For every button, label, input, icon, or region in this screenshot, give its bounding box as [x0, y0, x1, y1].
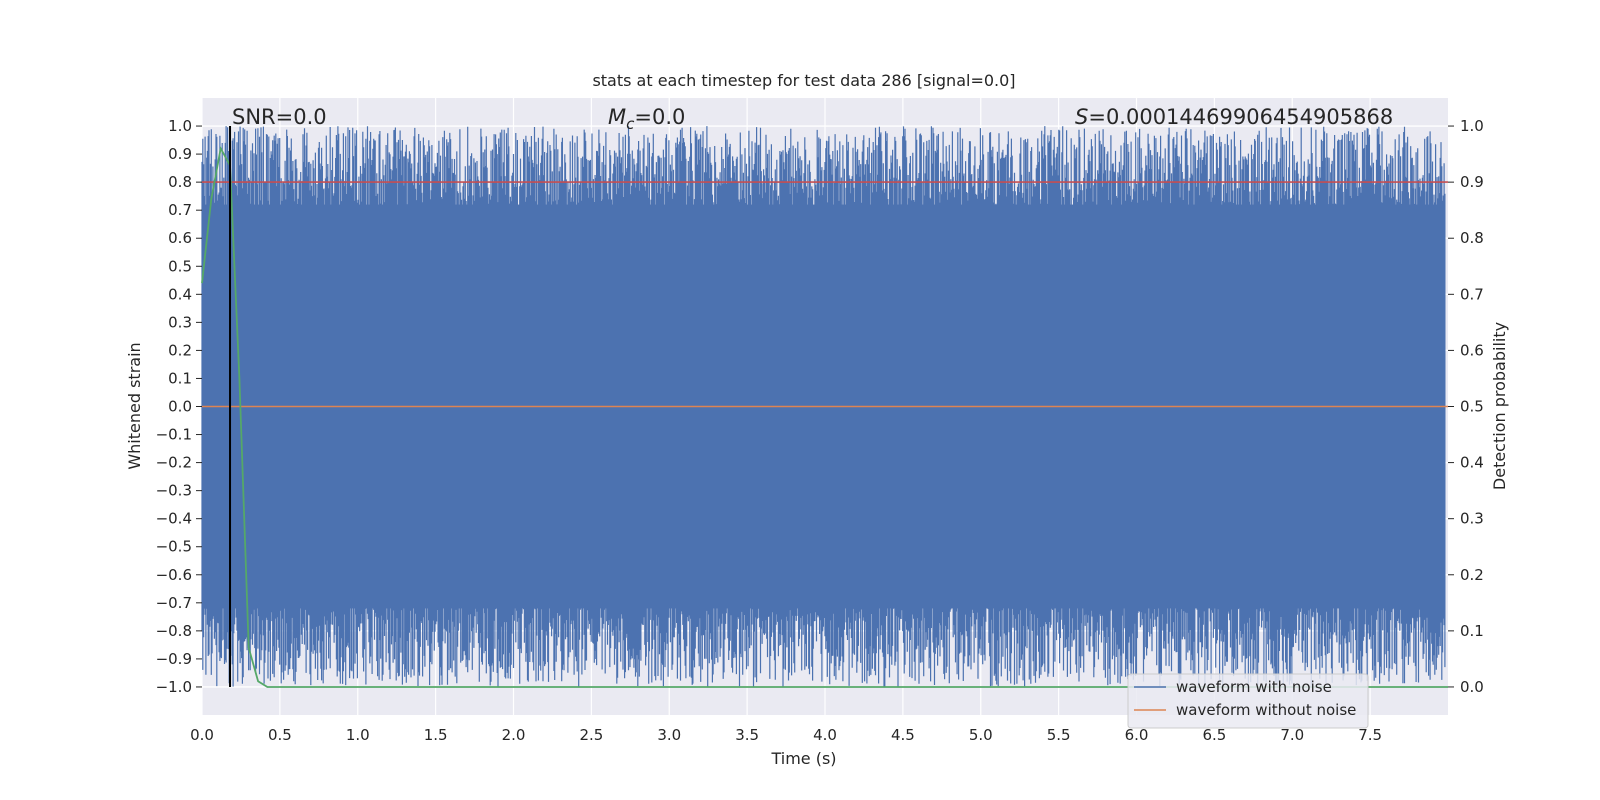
y2-tick-label: 1.0	[1460, 117, 1484, 135]
y-tick-label: 0.5	[168, 257, 192, 275]
y-tick-label: −0.1	[156, 426, 192, 444]
overlay-lines	[201, 126, 1448, 688]
y-tick-label: −0.2	[156, 454, 192, 472]
s-annotation: S=0.00014469906454905868	[1075, 105, 1393, 129]
chirp-mass-annotation: Mc=0.0	[608, 105, 685, 133]
y-tick-label: 0.3	[168, 313, 192, 331]
y-tick-label: −0.7	[156, 594, 192, 612]
y-tick-label: −0.3	[156, 482, 192, 500]
s-symbol: S	[1075, 105, 1088, 129]
y2-tick-label: 0.9	[1460, 173, 1484, 191]
y2-tick-label: 0.6	[1460, 341, 1484, 359]
y-axis-label: Whitened strain	[125, 342, 144, 469]
y-tick-label: 0.9	[168, 145, 192, 163]
y-tick-label: 0.2	[168, 341, 192, 359]
legend-label-clean: waveform without noise	[1176, 701, 1356, 719]
y-tick-label: 0.6	[168, 229, 192, 247]
chart-title: stats at each timestep for test data 286…	[592, 71, 1015, 90]
x-tick-label: 7.0	[1280, 726, 1304, 744]
x-tick-label: 1.0	[346, 726, 370, 744]
x-tick-label: 5.5	[1047, 726, 1071, 744]
legend-box	[1127, 673, 1369, 729]
y2-tick-label: 0.0	[1460, 678, 1484, 696]
chirp-mass-subscript: c	[626, 115, 635, 133]
detection-probability-line	[201, 145, 1448, 688]
y2-axis-ticks: 1.0 0.9 0.8 0.7 0.6 0.5 0.4 0.3 0.2 0.1 0.0	[1448, 117, 1484, 696]
x-tick-label: 0.5	[268, 726, 292, 744]
y-tick-label: −0.9	[156, 650, 192, 668]
x-axis-ticks: 0.0 0.5 1.0 1.5 2.0 2.5 3.0 3.5 4.0 4.5 5.0 5.5 6.0 6…	[190, 726, 1382, 744]
y-tick-label: 0.7	[168, 201, 192, 219]
legend-label-noise: waveform with noise	[1176, 678, 1332, 696]
y2-tick-label: 0.4	[1460, 454, 1484, 472]
y-tick-label: 0.1	[168, 369, 192, 387]
legend: waveform with noise waveform without noi…	[1127, 673, 1369, 729]
x-tick-label: 2.5	[579, 726, 603, 744]
snr-annotation: SNR=0.0	[232, 105, 327, 129]
s-value: =0.00014469906454905868	[1088, 105, 1393, 129]
y-tick-label: 0.8	[168, 173, 192, 191]
x-tick-label: 6.0	[1125, 726, 1149, 744]
chirp-mass-symbol: M	[608, 105, 626, 129]
y2-tick-label: 0.5	[1460, 398, 1484, 416]
y-tick-label: 0.0	[168, 398, 192, 416]
y-axis-ticks: 1.0 0.9 0.8 0.7 0.6 0.5 0.4 0.3 0.2 0.1 0.0 −0.1 −0.…	[156, 117, 202, 696]
y2-tick-label: 0.7	[1460, 285, 1484, 303]
x-tick-label: 0.0	[190, 726, 214, 744]
y2-tick-label: 0.1	[1460, 622, 1484, 640]
y-tick-label: −0.6	[156, 566, 192, 584]
x-tick-label: 4.5	[891, 726, 915, 744]
x-tick-label: 2.0	[502, 726, 526, 744]
y2-tick-label: 0.8	[1460, 229, 1484, 247]
x-tick-label: 3.0	[657, 726, 681, 744]
x-tick-label: 6.5	[1202, 726, 1226, 744]
x-axis-label: Time (s)	[770, 749, 836, 768]
y-tick-label: −1.0	[156, 678, 192, 696]
y2-axis-label: Detection probability	[1490, 322, 1509, 490]
y-tick-label: −0.5	[156, 538, 192, 556]
y-tick-label: 1.0	[168, 117, 192, 135]
y2-tick-label: 0.2	[1460, 566, 1484, 584]
x-tick-label: 3.5	[735, 726, 759, 744]
y-tick-label: 0.4	[168, 285, 192, 303]
x-tick-label: 7.5	[1358, 726, 1382, 744]
y-tick-label: −0.4	[156, 510, 192, 528]
chirp-mass-value: =0.0	[634, 105, 685, 129]
y-tick-label: −0.8	[156, 622, 192, 640]
x-tick-label: 4.0	[813, 726, 837, 744]
y2-tick-label: 0.3	[1460, 510, 1484, 528]
x-tick-label: 5.0	[969, 726, 993, 744]
x-tick-label: 1.5	[424, 726, 448, 744]
